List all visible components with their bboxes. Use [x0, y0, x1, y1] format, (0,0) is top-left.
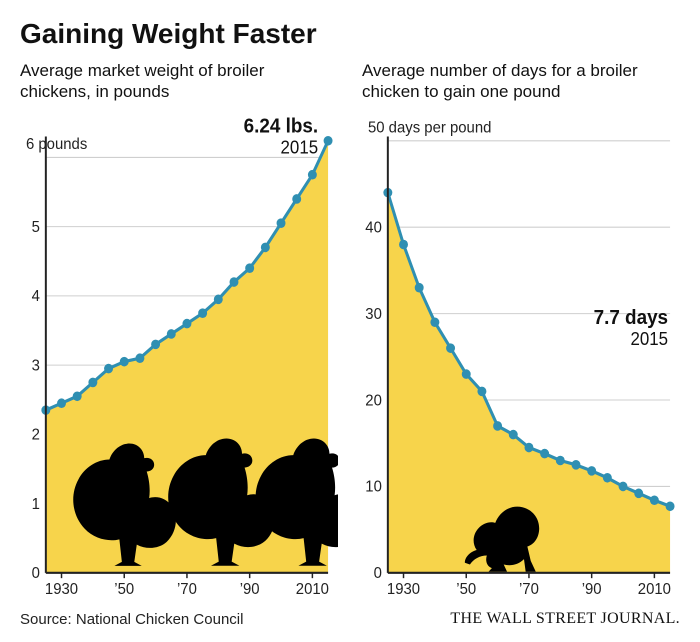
svg-text:30: 30 [365, 305, 382, 323]
svg-text:6.24 lbs.: 6.24 lbs. [244, 114, 318, 137]
svg-text:’90: ’90 [240, 580, 260, 598]
source-text: Source: National Chicken Council [20, 611, 243, 628]
credit-text: THE WALL STREET JOURNAL. [450, 610, 680, 628]
svg-text:0: 0 [374, 564, 382, 582]
right-plot-wrap: 0 10 20 30 40 50 days per pound 1930 ’50 ’70 ’90 2… [362, 111, 680, 601]
footer: Source: National Chicken Council THE WAL… [20, 610, 680, 628]
charts-row: Average market weight of broiler chicken… [20, 60, 680, 600]
svg-text:40: 40 [365, 219, 382, 237]
left-plot-wrap: 0 1 2 3 4 5 6 pounds 1930 ’50 ’70 ’90 2010 6.24 lbs.… [20, 111, 338, 601]
svg-text:’70: ’70 [177, 580, 197, 598]
svg-text:6 pounds: 6 pounds [26, 135, 88, 153]
svg-text:10: 10 [365, 478, 382, 496]
svg-text:4: 4 [32, 287, 41, 305]
left-chart-column: Average market weight of broiler chicken… [20, 60, 338, 600]
svg-text:3: 3 [32, 357, 40, 375]
svg-text:2015: 2015 [630, 328, 668, 349]
svg-text:7.7 days: 7.7 days [594, 306, 669, 329]
svg-text:2010: 2010 [296, 580, 329, 598]
left-plot: 0 1 2 3 4 5 6 pounds 1930 ’50 ’70 ’90 2010 6.24 lbs.… [20, 111, 338, 601]
svg-text:5: 5 [32, 218, 40, 236]
right-chart-column: Average number of days for a broiler chi… [362, 60, 680, 600]
svg-text:2015: 2015 [281, 137, 319, 158]
svg-text:0: 0 [32, 564, 40, 582]
svg-text:1930: 1930 [45, 580, 78, 598]
svg-text:’90: ’90 [582, 580, 602, 598]
svg-text:’70: ’70 [519, 580, 539, 598]
page-title: Gaining Weight Faster [20, 18, 680, 50]
left-subtitle: Average market weight of broiler chicken… [20, 60, 338, 103]
svg-text:20: 20 [365, 391, 382, 409]
svg-text:1930: 1930 [387, 580, 420, 598]
svg-text:1: 1 [32, 495, 40, 513]
svg-text:’50: ’50 [456, 580, 476, 598]
right-subtitle: Average number of days for a broiler chi… [362, 60, 680, 103]
svg-text:50 days per pound: 50 days per pound [368, 118, 491, 136]
svg-text:’50: ’50 [114, 580, 134, 598]
right-plot: 0 10 20 30 40 50 days per pound 1930 ’50 ’70 ’90 2… [362, 111, 680, 601]
svg-text:2010: 2010 [638, 580, 671, 598]
infographic-frame: { "title": "Gaining Weight Faster", "tit… [0, 0, 700, 642]
svg-text:2: 2 [32, 426, 40, 444]
